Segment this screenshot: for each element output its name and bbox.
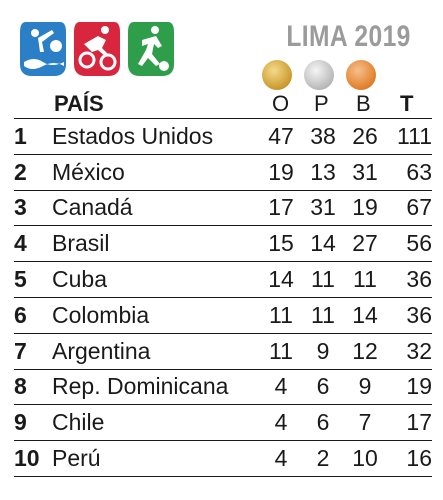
- cycling-icon: [74, 22, 120, 76]
- rank-cell: 10: [14, 440, 52, 477]
- silver-count-cell: 6: [302, 369, 344, 406]
- gold-column-header: O: [272, 91, 290, 116]
- table-row: 7 Argentina 11 9 12 32: [14, 333, 432, 370]
- total-count-cell: 36: [386, 261, 432, 298]
- country-cell: Colombia: [52, 297, 260, 334]
- bronze-count-cell: 9: [344, 369, 386, 406]
- table-row: 4 Brasil 15 14 27 56: [14, 225, 432, 263]
- total-count-cell: 67: [386, 190, 432, 227]
- bronze-column-header: B: [356, 91, 371, 116]
- table-row: 2 México 19 13 31 63: [14, 154, 432, 191]
- rank-cell: 5: [14, 261, 52, 298]
- silver-count-cell: 31: [302, 190, 344, 227]
- bronze-count-cell: 27: [344, 225, 386, 263]
- rank-cell: 1: [14, 118, 52, 155]
- event-title: LIMA 2019: [286, 20, 411, 53]
- table-row: 9 Chile 4 6 7 17: [14, 404, 432, 442]
- country-cell: Cuba: [52, 261, 260, 298]
- rank-cell: 9: [14, 404, 52, 442]
- silver-medal-icon: [304, 60, 334, 90]
- bronze-count-cell: 11: [344, 261, 386, 298]
- silver-column-header: P: [314, 91, 329, 116]
- total-count-cell: 17: [386, 404, 432, 442]
- silver-count-cell: 2: [302, 440, 344, 477]
- rank-cell: 3: [14, 190, 52, 227]
- country-cell: Argentina: [52, 333, 260, 370]
- table-row: 8 Rep. Dominicana 4 6 9 19: [14, 369, 432, 406]
- column-headers: PAÍS O P B T: [0, 88, 443, 118]
- total-count-cell: 63: [386, 154, 432, 191]
- table-row: 1 Estados Unidos 47 38 26 111: [14, 118, 432, 155]
- total-count-cell: 32: [386, 333, 432, 370]
- header: LIMA 2019: [0, 0, 443, 90]
- silver-count-cell: 11: [302, 297, 344, 334]
- country-cell: Canadá: [52, 190, 260, 227]
- rank-cell: 6: [14, 297, 52, 334]
- total-count-cell: 111: [386, 118, 432, 155]
- gold-count-cell: 11: [260, 333, 302, 370]
- table-row: 10 Perú 4 2 10 16: [14, 440, 432, 477]
- country-cell: Chile: [52, 404, 260, 442]
- total-count-cell: 56: [386, 225, 432, 263]
- gold-count-cell: 19: [260, 154, 302, 191]
- silver-count-cell: 38: [302, 118, 344, 155]
- water-sports-icon: [20, 22, 66, 76]
- rank-cell: 8: [14, 369, 52, 406]
- table-row: 3 Canadá 17 31 19 67: [14, 190, 432, 227]
- gold-count-cell: 4: [260, 440, 302, 477]
- silver-count-cell: 14: [302, 225, 344, 263]
- country-cell: Perú: [52, 440, 260, 477]
- gold-count-cell: 14: [260, 261, 302, 298]
- bronze-count-cell: 31: [344, 154, 386, 191]
- bronze-count-cell: 26: [344, 118, 386, 155]
- rank-cell: 2: [14, 154, 52, 191]
- sport-icons: [18, 18, 176, 78]
- total-count-cell: 36: [386, 297, 432, 334]
- gold-count-cell: 15: [260, 225, 302, 263]
- medal-table-body: 1 Estados Unidos 47 38 26 111 2 México 1…: [14, 118, 432, 477]
- silver-count-cell: 13: [302, 154, 344, 191]
- gold-count-cell: 4: [260, 404, 302, 442]
- medal-table: 1 Estados Unidos 47 38 26 111 2 México 1…: [14, 118, 432, 477]
- country-cell: Estados Unidos: [52, 118, 260, 155]
- table-row: 5 Cuba 14 11 11 36: [14, 261, 432, 298]
- country-cell: Brasil: [52, 225, 260, 263]
- bronze-count-cell: 10: [344, 440, 386, 477]
- total-column-header: T: [400, 91, 414, 116]
- bronze-count-cell: 7: [344, 404, 386, 442]
- country-column-header: PAÍS: [54, 91, 104, 116]
- country-cell: Rep. Dominicana: [52, 369, 260, 406]
- total-count-cell: 16: [386, 440, 432, 477]
- football-icon: [128, 22, 174, 76]
- country-cell: México: [52, 154, 260, 191]
- silver-count-cell: 11: [302, 261, 344, 298]
- gold-count-cell: 4: [260, 369, 302, 406]
- rank-cell: 4: [14, 225, 52, 263]
- gold-medal-icon: [262, 60, 292, 90]
- total-count-cell: 19: [386, 369, 432, 406]
- bronze-count-cell: 12: [344, 333, 386, 370]
- bronze-count-cell: 14: [344, 297, 386, 334]
- table-row: 6 Colombia 11 11 14 36: [14, 297, 432, 334]
- gold-count-cell: 17: [260, 190, 302, 227]
- bronze-medal-icon: [346, 60, 376, 90]
- medal-icons: [262, 60, 388, 90]
- silver-count-cell: 6: [302, 404, 344, 442]
- rank-cell: 7: [14, 333, 52, 370]
- gold-count-cell: 11: [260, 297, 302, 334]
- silver-count-cell: 9: [302, 333, 344, 370]
- gold-count-cell: 47: [260, 118, 302, 155]
- bronze-count-cell: 19: [344, 190, 386, 227]
